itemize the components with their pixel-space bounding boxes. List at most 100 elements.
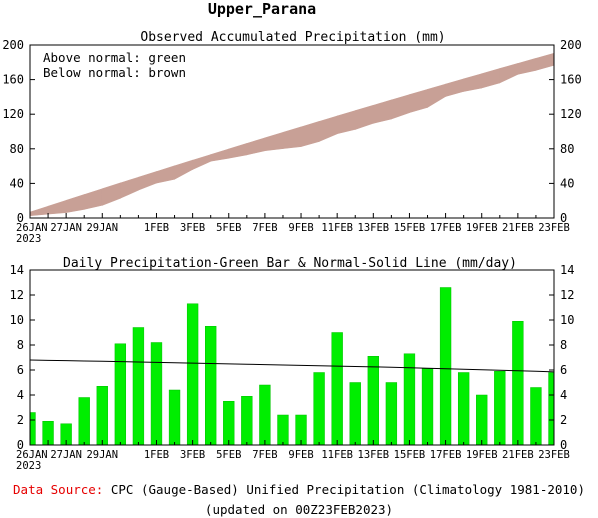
data-source-line: Data Source: CPC (Gauge-Based) Unified P… [0, 482, 598, 497]
accumulation-band-segment [65, 194, 85, 213]
daily-bar [150, 342, 163, 446]
accumulation-band-segment [535, 52, 555, 71]
accumulation-band-segment [373, 99, 392, 124]
x-year-label: 2023 [16, 460, 41, 472]
y-tick-label-left: 12 [10, 288, 24, 302]
daily-bar [186, 303, 199, 446]
updated-line: (updated on 00Z23FEB2023) [204, 502, 394, 517]
y-tick-label-right: 8 [560, 338, 567, 352]
x-tick-label: 21FEB [502, 449, 534, 461]
x-tick-label: 1FEB [144, 449, 169, 461]
legend-above-normal: Above normal: green [43, 50, 186, 65]
accumulation-band-segment [354, 104, 374, 130]
x-tick-label: 5FEB [216, 449, 241, 461]
x-tick-label: 17FEB [430, 449, 462, 461]
accumulation-band-segment [481, 68, 501, 89]
daily-bar [476, 394, 488, 446]
daily-bar [78, 397, 90, 446]
y-tick-label-left: 200 [2, 38, 24, 52]
accumulation-band-segment [192, 154, 211, 170]
bottom-chart-title: Daily Precipitation-Green Bar & Normal-S… [63, 256, 517, 271]
y-tick-label-left: 6 [17, 363, 24, 377]
y-tick-label-right: 4 [560, 388, 567, 402]
x-year-label: 2023 [16, 233, 41, 245]
x-tick-label: 21FEB [502, 222, 534, 234]
daily-bar [205, 326, 217, 446]
accumulation-band-segment [300, 121, 320, 147]
daily-bar [313, 372, 325, 446]
x-tick-label: 13FEB [358, 449, 390, 461]
x-tick-label: 9FEB [288, 449, 313, 461]
x-tick-label: 26JAN [16, 449, 48, 461]
y-tick-label-left: 40 [10, 176, 24, 190]
x-tick-label: 23FEB [538, 222, 570, 234]
accumulation-band-segment [463, 73, 483, 92]
accumulation-band-segment [101, 182, 121, 206]
accumulation-band-segment [264, 131, 284, 152]
daily-bar [457, 372, 470, 446]
daily-bar [241, 396, 253, 446]
x-tick-label: 5FEB [216, 222, 241, 234]
data-source-label: Data Source: [13, 482, 104, 497]
y-tick-label-left: 160 [2, 73, 24, 87]
x-tick-label: 3FEB [180, 222, 205, 234]
y-tick-label-left: 8 [17, 338, 24, 352]
x-tick-label: 15FEB [394, 222, 426, 234]
accumulation-band-segment [174, 159, 193, 180]
y-tick-label-left: 0 [17, 438, 24, 452]
y-tick-label-right: 0 [560, 438, 567, 452]
accumulation-band-segment [47, 199, 67, 215]
x-tick-label: 7FEB [252, 222, 277, 234]
y-tick-label-right: 6 [560, 363, 567, 377]
accumulation-band-segment [427, 83, 446, 108]
accumulation-band-segment [138, 171, 157, 191]
x-tick-label: 9FEB [288, 222, 313, 234]
daily-bar [367, 356, 379, 446]
plot-frame [29, 44, 555, 219]
y-tick-label-left: 120 [2, 107, 24, 121]
y-tick-label-left: 14 [10, 263, 24, 277]
daily-bar [96, 386, 108, 446]
x-tick-label: 26JAN [16, 222, 48, 234]
daily-bar [349, 382, 361, 446]
y-tick-label-right: 14 [560, 263, 574, 277]
daily-bar [277, 414, 289, 446]
x-tick-label: 7FEB [252, 449, 277, 461]
y-tick-label-left: 10 [10, 313, 24, 327]
y-tick-label-left: 80 [10, 142, 24, 156]
x-tick-label: 29JAN [86, 222, 118, 234]
y-tick-label-right: 0 [560, 211, 567, 225]
y-tick-label-left: 0 [17, 211, 24, 225]
top-chart-title: Observed Accumulated Precipitation (mm) [140, 30, 445, 45]
accumulation-band-segment [499, 63, 519, 84]
x-tick-label: 27JAN [50, 449, 82, 461]
y-tick-label-left: 4 [17, 388, 24, 402]
accumulation-band-segment [120, 176, 139, 199]
daily-bar [439, 287, 452, 446]
x-tick-label: 29JAN [86, 449, 118, 461]
y-tick-label-right: 200 [560, 38, 582, 52]
plot-frame [29, 269, 555, 446]
daily-bar [530, 387, 542, 446]
accumulation-band-segment [282, 126, 302, 149]
daily-bar [114, 343, 127, 446]
y-tick-label-right: 40 [560, 176, 574, 190]
x-tick-label: 23FEB [538, 449, 570, 461]
x-tick-label: 17FEB [430, 222, 462, 234]
x-tick-label: 3FEB [180, 449, 205, 461]
daily-bar [259, 384, 271, 446]
x-tick-label: 11FEB [321, 449, 353, 461]
y-tick-label-right: 12 [560, 288, 574, 302]
daily-bar [168, 389, 181, 446]
y-tick-label-right: 2 [560, 413, 567, 427]
x-tick-label: 15FEB [394, 449, 426, 461]
x-tick-label: 13FEB [358, 222, 390, 234]
daily-bar [512, 321, 524, 446]
x-tick-label: 27JAN [50, 222, 82, 234]
daily-precip-panel: Daily Precipitation-Green Bar & Normal-S… [10, 256, 575, 472]
x-tick-label: 19FEB [466, 222, 498, 234]
daily-bar [421, 368, 434, 446]
x-tick-label: 11FEB [321, 222, 353, 234]
daily-bar [331, 332, 343, 446]
